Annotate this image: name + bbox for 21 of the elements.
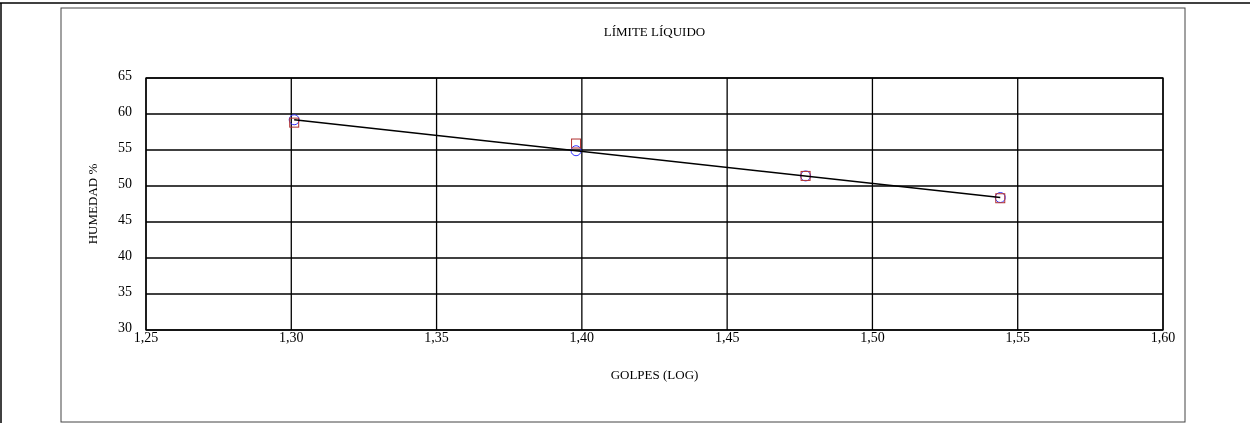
x-tick-label: 1,30: [279, 330, 304, 345]
x-axis-title: GOLPES (LOG): [610, 367, 699, 382]
x-tick-label: 1,45: [714, 330, 740, 345]
y-tick-label: 60: [118, 104, 132, 119]
chart-title: LÍMITE LÍQUIDO: [603, 24, 706, 39]
x-tick-label: 1,60: [1150, 330, 1176, 345]
y-tick-label: 55: [118, 140, 132, 155]
x-tick-label: 1,25: [133, 330, 159, 345]
x-tick-label: 1,35: [424, 330, 449, 345]
x-tick-label: 1,50: [860, 330, 885, 345]
y-tick-label: 40: [118, 248, 132, 263]
y-tick-label: 30: [118, 320, 132, 335]
y-tick-label: 65: [118, 68, 132, 83]
y-tick-label: 35: [118, 284, 132, 299]
point: [570, 145, 582, 157]
x-tick-label: 1,55: [1005, 330, 1030, 345]
y-tick-label: 45: [118, 212, 132, 227]
y-tick-label: 50: [118, 176, 132, 191]
y-axis-title: HUMEDAD %: [85, 163, 100, 245]
point: [571, 138, 582, 149]
x-tick-label: 1,40: [569, 330, 595, 345]
